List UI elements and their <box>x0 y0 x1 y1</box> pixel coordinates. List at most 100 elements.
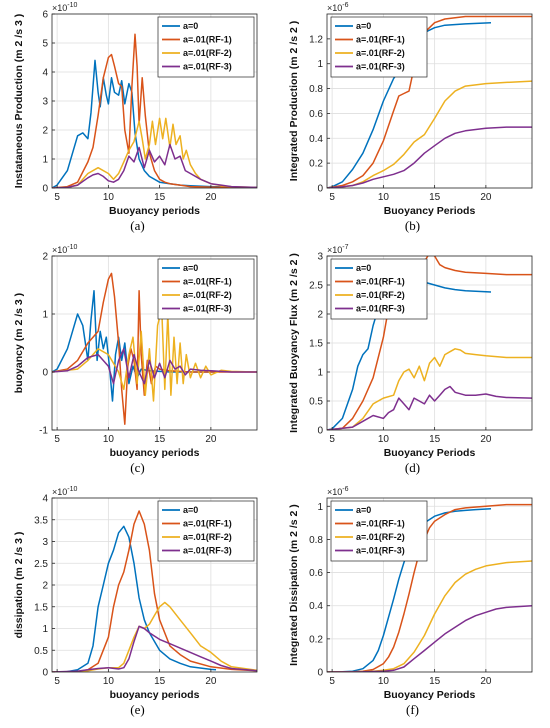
x-axis-label: Buoyancy periods <box>109 205 200 217</box>
y-tick-label: 0.8 <box>309 84 323 95</box>
y-tick-label: 0 <box>317 184 323 195</box>
chart-d: 5 10 15 20 0 0.5 1 1.5 2 2.5 3 ×10-7 Buoyancy Period… <box>288 244 533 459</box>
series-line <box>52 143 257 188</box>
x-axis-label: Buoyancy Periods <box>384 205 476 217</box>
y-tick-label: 0.5 <box>309 397 323 408</box>
series-line <box>52 348 257 385</box>
y-tick-label: 0.2 <box>309 159 323 170</box>
x-tick-label: 10 <box>103 434 115 445</box>
legend-entry: a=.01(RF-3) <box>356 546 405 556</box>
legend-entry: a=.01(RF-2) <box>183 532 232 542</box>
series-group <box>52 33 257 188</box>
legend-entry: a=.01(RF-1) <box>183 277 232 287</box>
y-tick-label: 0.4 <box>309 134 323 145</box>
y-tick-label: 0 <box>42 368 48 379</box>
legend-entry: a=0 <box>356 21 371 31</box>
legend: a=0 a=.01(RF-1) a=.01(RF-2) a=.01(RF-3) <box>157 500 255 562</box>
chart-b: 5 10 15 20 0 0.2 0.4 0.6 0.8 1 1.2 ×10-6 Buoyancy Pe… <box>288 2 533 217</box>
x-tick-label: 5 <box>54 192 60 203</box>
caption-b: (b) <box>404 218 421 233</box>
series-line <box>52 510 257 672</box>
x-tick-label: 10 <box>378 434 390 445</box>
x-tick-label: 15 <box>154 192 166 203</box>
y-tick-label: 1 <box>42 310 48 321</box>
x-tick-label: 20 <box>205 434 217 445</box>
legend-entry: a=0 <box>356 505 371 515</box>
y-tick-label: 0 <box>317 426 323 437</box>
axes-box <box>326 13 533 189</box>
axes-box <box>51 255 258 431</box>
series-line <box>327 15 532 188</box>
series-line <box>52 307 257 402</box>
exponent-label: ×10-10 <box>52 2 78 13</box>
x-tick-label: 15 <box>154 676 166 687</box>
y-tick-label: 1.5 <box>309 339 323 350</box>
subplot-d: 5 10 15 20 0 0.5 1 1.5 2 2.5 3 ×10-7 Buoyancy Period… <box>275 242 550 484</box>
legend-entry: a=.01(RF-2) <box>183 48 232 58</box>
y-tick-label: 0.4 <box>309 601 323 612</box>
axes-box <box>326 497 533 673</box>
exponent-label: ×10-6 <box>327 486 349 497</box>
legend-entry: a=.01(RF-2) <box>356 48 405 58</box>
series-group <box>52 510 257 672</box>
legend-entry: a=.01(RF-2) <box>356 290 405 300</box>
y-tick-label: 0.2 <box>309 634 323 645</box>
y-tick-label: 1.2 <box>309 34 323 45</box>
caption-f: (f) <box>406 702 419 717</box>
caption-a: (a) <box>130 218 145 233</box>
y-axis-label: buoyancy (m 2 /s 3 ) <box>13 293 25 393</box>
legend-entry: a=.01(RF-3) <box>183 546 232 556</box>
y-tick-label: -1 <box>39 426 48 437</box>
series-line <box>327 21 492 188</box>
x-tick-label: 5 <box>54 676 60 687</box>
x-tick-label: 15 <box>429 192 441 203</box>
legend-entry: a=.01(RF-1) <box>183 519 232 529</box>
y-axis-label: dissipation (m 2 /s 3 ) <box>13 532 25 639</box>
x-tick-label: 5 <box>329 434 335 445</box>
caption-d: (d) <box>404 460 421 475</box>
x-tick-label: 20 <box>205 676 217 687</box>
exponent-label: ×10-6 <box>327 2 349 13</box>
y-tick-label: 1 <box>317 368 323 379</box>
subplot-c: 5 10 15 20 -1 0 1 2 ×10-10 buoyancy periods buoyan… <box>0 242 275 484</box>
subplot-b: 5 10 15 20 0 0.2 0.4 0.6 0.8 1 1.2 ×10-6 Buoyancy Pe… <box>275 0 550 242</box>
subplot-e: 5 10 15 20 0 0.5 1 1.5 2 2.5 3 3.5 4 ×10-10 buoyancy p… <box>0 484 275 726</box>
x-tick-label: 10 <box>378 676 390 687</box>
x-tick-label: 15 <box>429 434 441 445</box>
y-tick-label: 2 <box>42 252 48 263</box>
legend-entry: a=.01(RF-2) <box>356 532 405 542</box>
y-tick-label: 4 <box>42 68 48 79</box>
x-tick-label: 5 <box>329 192 335 203</box>
caption-e: (e) <box>130 702 145 717</box>
y-tick-label: 0 <box>42 184 48 195</box>
x-tick-label: 10 <box>378 192 390 203</box>
y-axis-label: Integrated Production (m 2 /s 2 ) <box>288 21 300 181</box>
subplot-a: 5 10 15 20 0 1 2 3 4 5 6 ×10-10 Buoyancy periods Inst… <box>0 0 275 242</box>
y-tick-label: 1 <box>317 59 323 70</box>
series-line <box>327 604 532 672</box>
y-tick-label: 0 <box>42 668 48 679</box>
y-tick-label: 2 <box>317 310 323 321</box>
series-line <box>327 80 532 188</box>
legend-entry: a=.01(RF-2) <box>183 290 232 300</box>
chart-c: 5 10 15 20 -1 0 1 2 ×10-10 buoyancy periods buoyan… <box>13 244 258 459</box>
series-line <box>327 385 532 430</box>
x-tick-label: 20 <box>480 192 492 203</box>
legend-entry: a=.01(RF-3) <box>356 62 405 72</box>
y-axis-label: Integrated Dissipation (m 2 /s 2 ) <box>288 504 300 666</box>
x-tick-label: 10 <box>103 676 115 687</box>
series-line <box>327 503 532 672</box>
y-tick-label: 4 <box>42 494 48 505</box>
series-group <box>52 272 257 425</box>
y-tick-label: 1 <box>42 155 48 166</box>
exponent-label: ×10-7 <box>327 244 349 255</box>
legend-entry: a=0 <box>183 505 198 515</box>
legend-entry: a=.01(RF-1) <box>356 35 405 45</box>
legend: a=0 a=.01(RF-1) a=.01(RF-2) a=.01(RF-3) <box>157 258 255 320</box>
x-tick-label: 10 <box>103 192 115 203</box>
y-tick-label: 2 <box>42 581 48 592</box>
legend-entry: a=0 <box>356 263 371 273</box>
exponent-label: ×10-10 <box>52 486 78 497</box>
y-axis-label: Instataneous Production (m 2 /s 3 ) <box>13 14 25 188</box>
legend: a=0 a=.01(RF-1) a=.01(RF-2) a=.01(RF-3) <box>330 16 428 78</box>
